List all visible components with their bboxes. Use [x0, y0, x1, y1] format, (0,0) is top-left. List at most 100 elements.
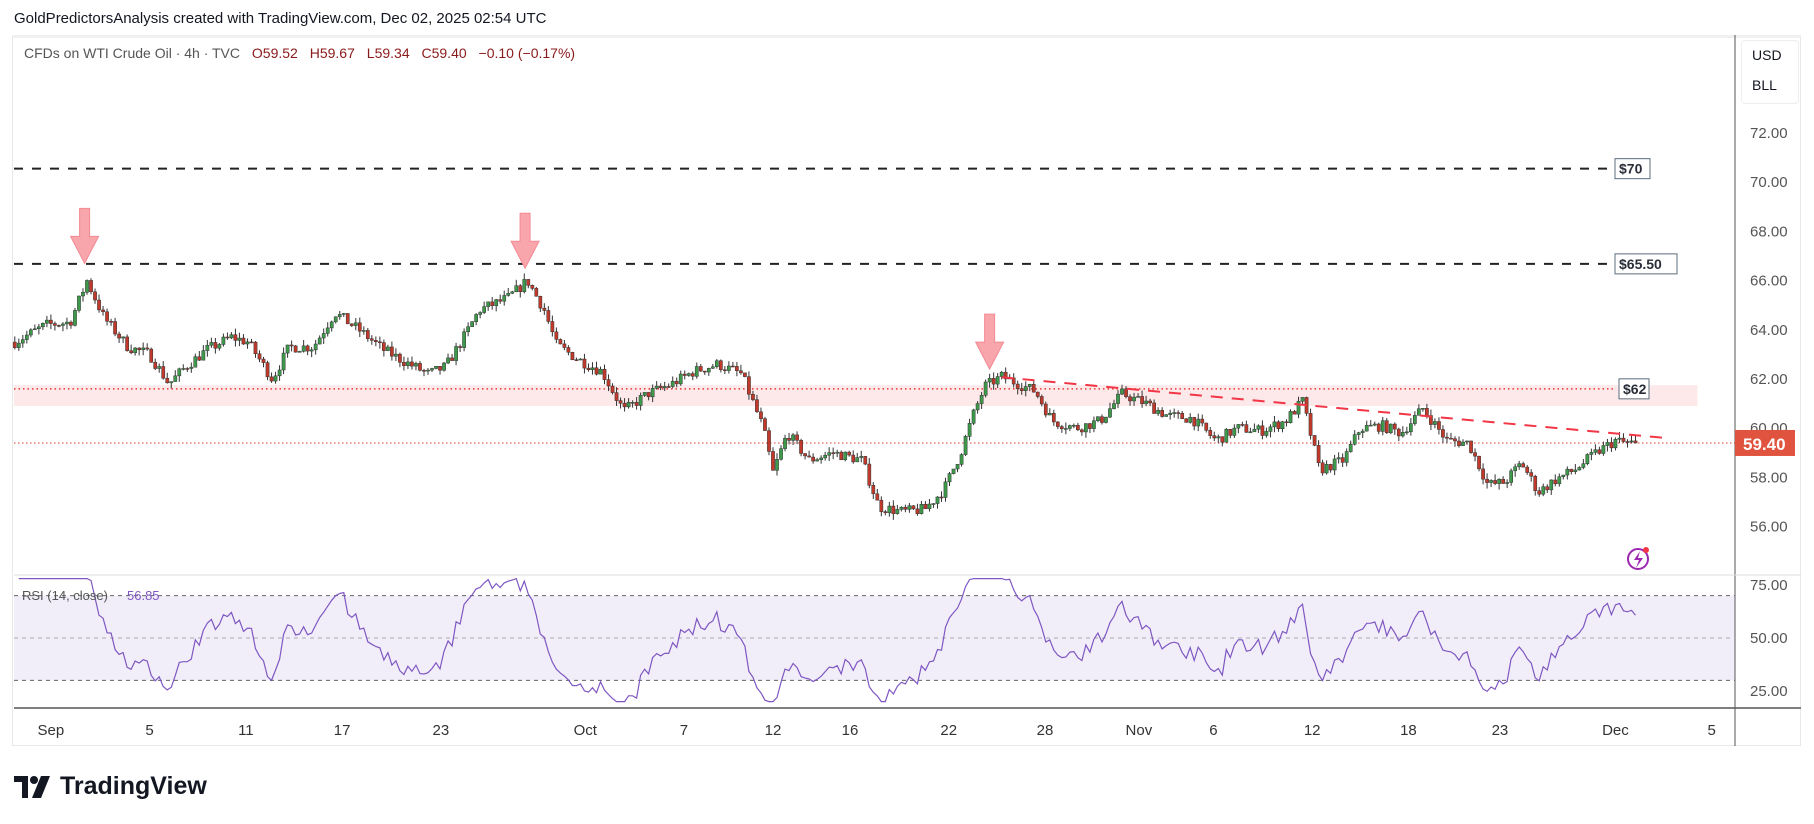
- candle-down: [373, 340, 378, 342]
- candle-down: [570, 352, 575, 360]
- candle-down: [1481, 468, 1485, 480]
- candle-down: [1019, 388, 1024, 391]
- candle-up: [41, 322, 45, 328]
- candle-down: [165, 377, 170, 384]
- candle-down: [751, 393, 755, 400]
- candle-up: [1324, 464, 1329, 474]
- candle-up: [1565, 468, 1570, 476]
- candle-down: [891, 505, 896, 514]
- time-tick-label: 18: [1400, 722, 1417, 739]
- candle-up: [1489, 480, 1493, 483]
- currency-unit-button[interactable]: USD BLL: [1741, 40, 1799, 104]
- candle-down: [747, 376, 751, 395]
- candle-down: [851, 454, 856, 463]
- candle-up: [325, 327, 330, 334]
- candle-up: [1264, 431, 1269, 436]
- candle-down: [1204, 422, 1209, 431]
- candle-up: [1120, 388, 1124, 395]
- candle-down: [398, 353, 402, 363]
- candle-up: [1144, 400, 1148, 404]
- candle-up: [642, 392, 647, 396]
- candle-up: [678, 373, 683, 385]
- candle-down: [602, 368, 607, 380]
- candle-up: [927, 503, 932, 510]
- candle-down: [490, 301, 495, 306]
- candle-up: [1116, 393, 1120, 404]
- candle-up: [1236, 424, 1241, 429]
- candle-up: [935, 496, 940, 504]
- candle-down: [93, 291, 97, 301]
- down-arrow-icon: [510, 212, 540, 270]
- candle-up: [1461, 441, 1465, 446]
- candle-up: [37, 326, 41, 330]
- time-tick-label: 12: [1304, 722, 1321, 739]
- rsi-line: [18, 577, 1636, 703]
- candle-up: [1068, 425, 1072, 429]
- tradingview-logo[interactable]: TradingView: [14, 772, 207, 801]
- candle-up: [1104, 416, 1108, 423]
- rsi-tick-label: 25.00: [1750, 683, 1788, 700]
- candle-up: [273, 375, 278, 382]
- candle-down: [1152, 402, 1156, 414]
- candle-up: [1064, 428, 1068, 430]
- candle-down: [839, 451, 844, 461]
- candle-up: [630, 402, 635, 404]
- candle-down: [702, 370, 707, 373]
- candle-down: [1396, 428, 1401, 437]
- candle-down: [875, 493, 880, 501]
- candle-down: [458, 346, 462, 348]
- candle-down: [939, 496, 944, 499]
- candle-up: [1593, 449, 1598, 453]
- candle-up: [650, 388, 655, 398]
- level-label: $65.50: [1619, 256, 1662, 272]
- candle-up: [141, 347, 146, 351]
- candle-down: [558, 339, 563, 345]
- candle-up: [1288, 411, 1293, 423]
- candle-up: [394, 353, 398, 357]
- candle-up: [466, 326, 470, 333]
- candle-up: [1112, 403, 1116, 409]
- candle-down: [606, 379, 611, 387]
- candle-up: [983, 381, 988, 396]
- candle-down: [1240, 424, 1245, 426]
- candle-up: [121, 336, 125, 339]
- candle-down: [1180, 413, 1185, 420]
- candle-up: [24, 334, 29, 340]
- level-label-box: [1614, 253, 1678, 275]
- candle-down: [357, 322, 362, 332]
- candle-up: [221, 336, 226, 345]
- symbol-name[interactable]: CFDs on WTI Crude Oil · 4h · TVC: [24, 45, 241, 61]
- candle-up: [28, 329, 33, 336]
- candle-down: [542, 307, 547, 311]
- candle-up: [955, 464, 960, 470]
- candle-down: [674, 380, 679, 385]
- candle-up: [662, 386, 667, 389]
- candle-down: [382, 342, 386, 351]
- time-tick-label: 23: [1492, 722, 1509, 739]
- candle-down: [402, 362, 406, 366]
- candle-down: [225, 336, 230, 339]
- candle-down: [911, 505, 916, 510]
- candle-up: [1047, 413, 1052, 416]
- candle-up: [522, 279, 527, 292]
- candle-up: [321, 333, 326, 339]
- candle-down: [658, 385, 663, 389]
- candle-down: [1035, 391, 1040, 397]
- candle-up: [626, 402, 631, 408]
- candle-down: [1429, 415, 1433, 425]
- resistance-trendline: [1001, 376, 1667, 440]
- candle-down: [1100, 416, 1104, 423]
- candle-down: [1529, 472, 1534, 477]
- candle-down: [1192, 417, 1197, 427]
- candle-up: [313, 343, 318, 351]
- candle-down: [57, 325, 61, 327]
- candle-up: [963, 436, 968, 455]
- candle-up: [430, 368, 434, 371]
- zone-label-box: [1618, 378, 1650, 400]
- time-tick-label: 5: [1708, 722, 1716, 739]
- candle-down: [787, 437, 791, 441]
- level-label: $70: [1619, 161, 1643, 177]
- candle-down: [871, 485, 876, 495]
- candle-down: [546, 310, 551, 322]
